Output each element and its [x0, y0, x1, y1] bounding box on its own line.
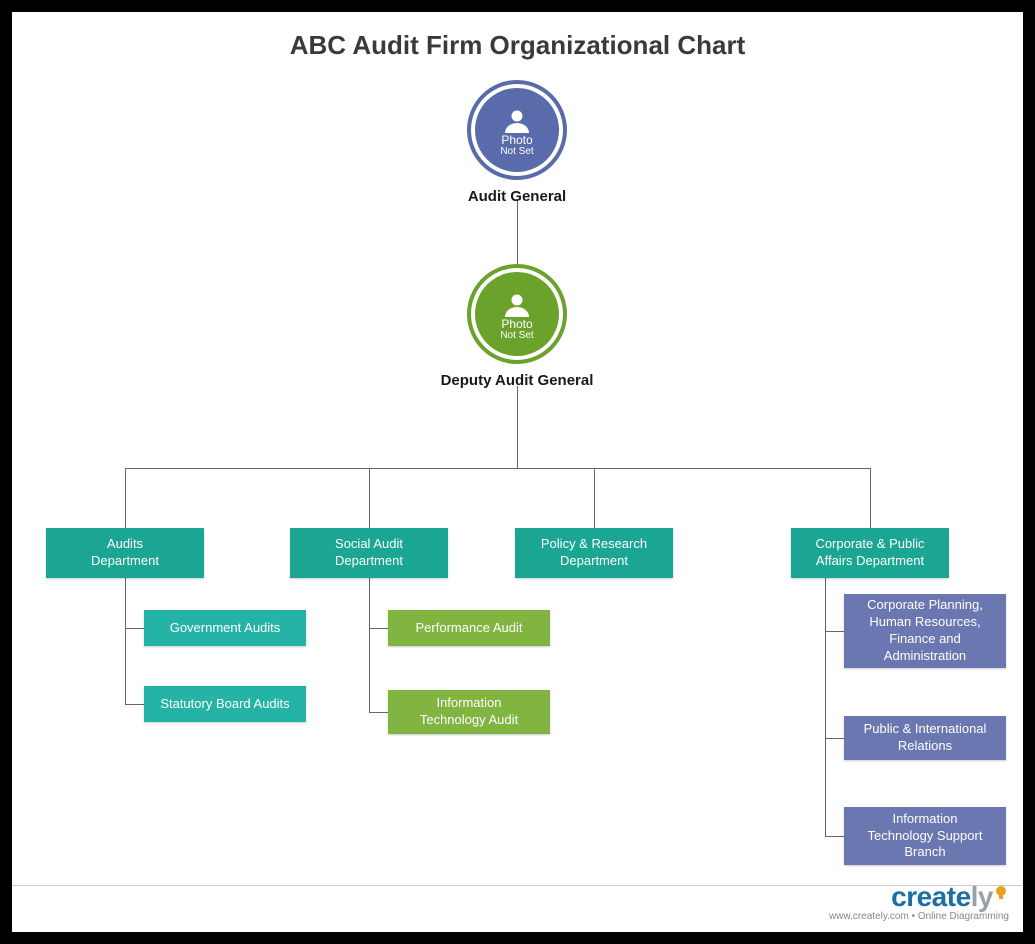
- lightbulb-icon: [993, 879, 1009, 911]
- canvas: ABC Audit Firm Organizational Chart Phot…: [12, 12, 1023, 932]
- connector-line: [517, 386, 518, 468]
- connector-line: [369, 628, 388, 629]
- connector-line: [825, 578, 826, 836]
- connector-line: [369, 468, 370, 528]
- connector-line: [594, 468, 595, 528]
- connector-line: [125, 578, 126, 704]
- dept-child-box: Government Audits: [144, 610, 306, 646]
- connector-line: [125, 628, 144, 629]
- person-label: Audit General: [468, 188, 566, 205]
- brand-logo: creately www.creately.com • Online Diagr…: [829, 881, 1009, 922]
- dept-child-box: InformationTechnology Audit: [388, 690, 550, 734]
- person-label: Deputy Audit General: [441, 372, 594, 389]
- dept-child-box: Statutory Board Audits: [144, 686, 306, 722]
- dept-child-box: Public & InternationalRelations: [844, 716, 1006, 760]
- connector-line: [125, 468, 870, 469]
- person-icon: [503, 109, 531, 133]
- dept-policy: Policy & ResearchDepartment: [515, 528, 673, 578]
- dept-social: Social AuditDepartment: [290, 528, 448, 578]
- connector-line: [369, 578, 370, 712]
- connector-line: [825, 836, 844, 837]
- logo-subtitle: www.creately.com • Online Diagramming: [829, 911, 1009, 922]
- connector-line: [125, 468, 126, 528]
- chart-title: ABC Audit Firm Organizational Chart: [12, 30, 1023, 61]
- photo-placeholder-text: Not Set: [500, 147, 533, 157]
- dept-child-box: Performance Audit: [388, 610, 550, 646]
- dept-child-box: InformationTechnology SupportBranch: [844, 807, 1006, 865]
- photo-placeholder-text: Not Set: [500, 331, 533, 341]
- logo-text-main: create: [891, 881, 971, 912]
- person-node-audit-general: Photo Not Set Audit General: [437, 80, 597, 205]
- dept-corp: Corporate & PublicAffairs Department: [791, 528, 949, 578]
- connector-line: [825, 738, 844, 739]
- dept-child-box: Corporate Planning,Human Resources,Finan…: [844, 594, 1006, 668]
- connector-line: [825, 631, 844, 632]
- connector-line: [369, 712, 388, 713]
- photo-placeholder-text: Photo: [501, 318, 532, 330]
- connector-line: [870, 468, 871, 528]
- dept-audits: AuditsDepartment: [46, 528, 204, 578]
- connector-line: [125, 704, 144, 705]
- logo-text-accent: ly: [971, 881, 993, 912]
- photo-placeholder-text: Photo: [501, 134, 532, 146]
- person-icon: [503, 293, 531, 317]
- person-node-deputy-audit-general: Photo Not Set Deputy Audit General: [437, 264, 597, 389]
- connector-line: [517, 200, 518, 264]
